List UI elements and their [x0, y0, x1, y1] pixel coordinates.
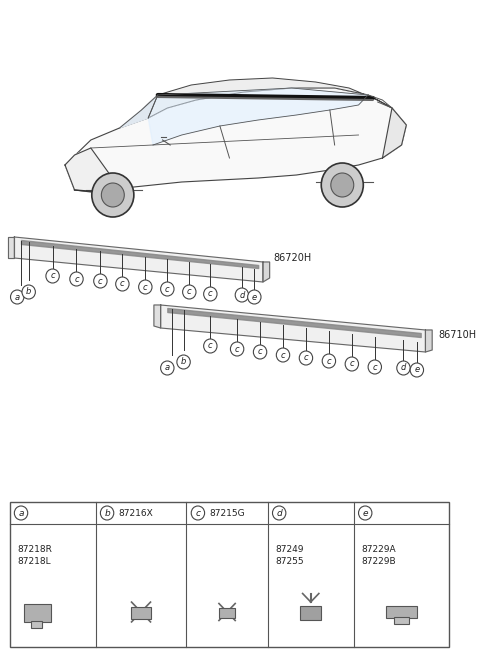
Polygon shape [154, 305, 161, 328]
Text: d: d [401, 363, 406, 373]
Polygon shape [425, 330, 432, 352]
Polygon shape [263, 262, 270, 282]
Text: c: c [187, 288, 192, 296]
Circle shape [11, 290, 24, 304]
Text: c: c [195, 509, 201, 518]
Text: b: b [104, 509, 110, 518]
Circle shape [161, 282, 174, 296]
Circle shape [276, 348, 290, 362]
Circle shape [204, 339, 217, 353]
Text: c: c [208, 342, 213, 350]
Bar [31, 621, 42, 628]
Circle shape [139, 280, 152, 294]
Circle shape [161, 361, 174, 375]
Circle shape [46, 269, 59, 283]
Circle shape [368, 360, 382, 374]
Text: 87216X: 87216X [119, 509, 153, 518]
Circle shape [345, 357, 359, 371]
Circle shape [92, 173, 134, 217]
Text: 87215G: 87215G [209, 509, 245, 518]
Circle shape [248, 290, 261, 304]
Text: a: a [15, 292, 20, 302]
Circle shape [253, 345, 267, 359]
Text: c: c [74, 275, 79, 284]
Text: e: e [252, 292, 257, 302]
Text: c: c [281, 350, 285, 359]
Circle shape [299, 351, 312, 365]
Bar [219, 608, 235, 618]
Text: c: c [349, 359, 354, 369]
Text: d: d [239, 290, 245, 300]
Bar [24, 604, 51, 622]
Text: d: d [276, 509, 282, 518]
Circle shape [14, 506, 28, 520]
Text: c: c [304, 353, 308, 363]
Circle shape [182, 285, 196, 299]
Circle shape [230, 342, 244, 356]
Circle shape [116, 277, 129, 291]
Circle shape [397, 361, 410, 375]
Text: 86720H: 86720H [274, 253, 312, 263]
Text: c: c [372, 363, 377, 371]
Bar [386, 606, 417, 618]
Circle shape [235, 288, 249, 302]
Circle shape [100, 506, 114, 520]
Text: c: c [208, 290, 213, 298]
Text: c: c [120, 279, 125, 288]
Circle shape [204, 287, 217, 301]
Text: c: c [98, 277, 103, 286]
Circle shape [22, 285, 36, 299]
Circle shape [321, 163, 363, 207]
Text: c: c [235, 344, 240, 353]
Polygon shape [148, 88, 368, 145]
Circle shape [359, 506, 372, 520]
Text: c: c [143, 283, 148, 292]
Polygon shape [65, 148, 120, 192]
Text: a: a [165, 363, 170, 373]
Bar [132, 607, 151, 619]
Circle shape [191, 506, 204, 520]
Polygon shape [65, 88, 407, 192]
Circle shape [331, 173, 354, 197]
Text: b: b [181, 357, 186, 367]
Text: 86710H: 86710H [438, 330, 476, 340]
Text: e: e [362, 509, 368, 518]
Polygon shape [383, 108, 407, 158]
Bar [10, 502, 449, 647]
Polygon shape [161, 305, 425, 352]
Text: c: c [326, 357, 331, 365]
Circle shape [101, 183, 124, 207]
Text: 87255: 87255 [276, 556, 304, 566]
Text: 87218R: 87218R [17, 545, 52, 553]
Text: 87249: 87249 [276, 545, 304, 553]
Text: b: b [26, 288, 31, 296]
Circle shape [322, 354, 336, 368]
Text: 87218L: 87218L [17, 556, 51, 566]
Polygon shape [120, 95, 158, 128]
Circle shape [70, 272, 83, 286]
Text: c: c [50, 271, 55, 281]
Polygon shape [14, 237, 263, 282]
Circle shape [410, 363, 423, 377]
Circle shape [177, 355, 190, 369]
Polygon shape [142, 78, 392, 118]
Text: c: c [258, 348, 263, 357]
Bar [300, 606, 321, 620]
Polygon shape [8, 237, 14, 258]
Text: 87229B: 87229B [361, 556, 396, 566]
Text: a: a [18, 509, 24, 518]
Circle shape [94, 274, 107, 288]
Text: 87229A: 87229A [361, 545, 396, 553]
Text: c: c [165, 284, 169, 294]
Bar [394, 617, 409, 624]
Circle shape [273, 506, 286, 520]
Text: e: e [414, 365, 420, 374]
